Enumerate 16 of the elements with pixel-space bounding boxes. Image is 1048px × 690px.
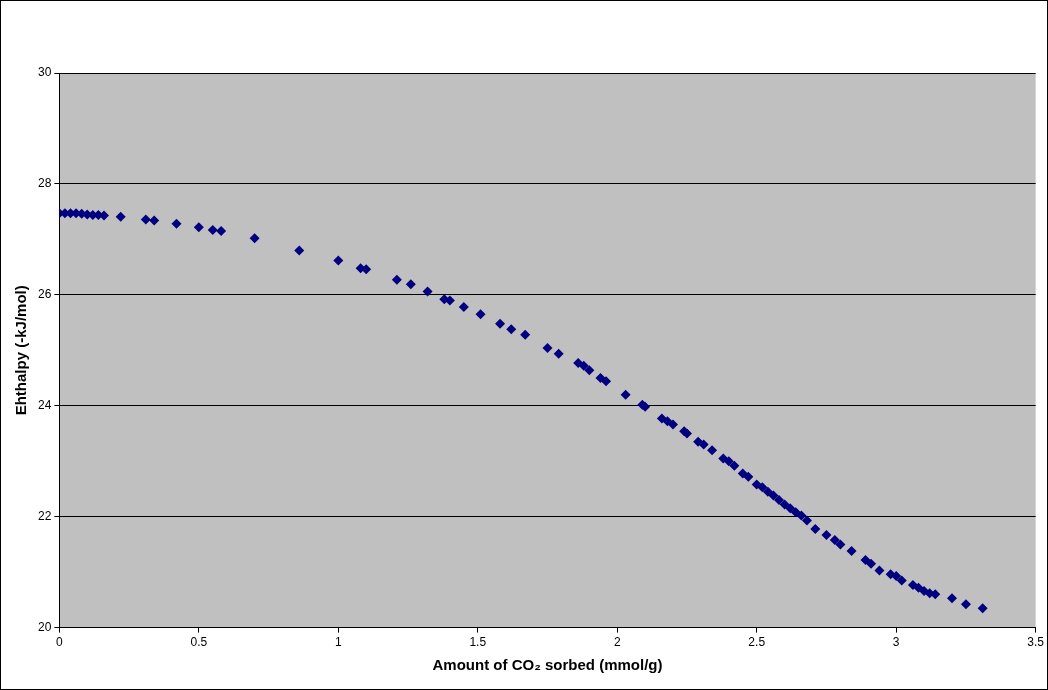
y-axis-title: Ehthalpy (-kJ/mol)	[12, 285, 30, 416]
x-tick-label: 2.5	[748, 635, 766, 650]
x-tick-label: 1	[334, 635, 342, 650]
x-axis-title: Amount of CO₂ sorbed (mmol/g)	[432, 656, 663, 674]
x-tick-label: 0.5	[190, 635, 208, 650]
y-tick-label: 28	[37, 176, 52, 191]
x-tick-label: 0	[56, 635, 63, 650]
y-tick-label: 30	[37, 65, 52, 80]
x-tick-label: 1.5	[469, 635, 487, 650]
y-tick-label: 20	[37, 619, 52, 634]
y-tick-label: 22	[37, 508, 52, 523]
x-tick-label: 2	[613, 635, 621, 650]
y-tick-label: 26	[37, 287, 52, 302]
y-tick-label: 24	[37, 398, 52, 413]
x-tick-label: 3.5	[1027, 635, 1045, 650]
x-tick-label: 3	[892, 635, 900, 650]
